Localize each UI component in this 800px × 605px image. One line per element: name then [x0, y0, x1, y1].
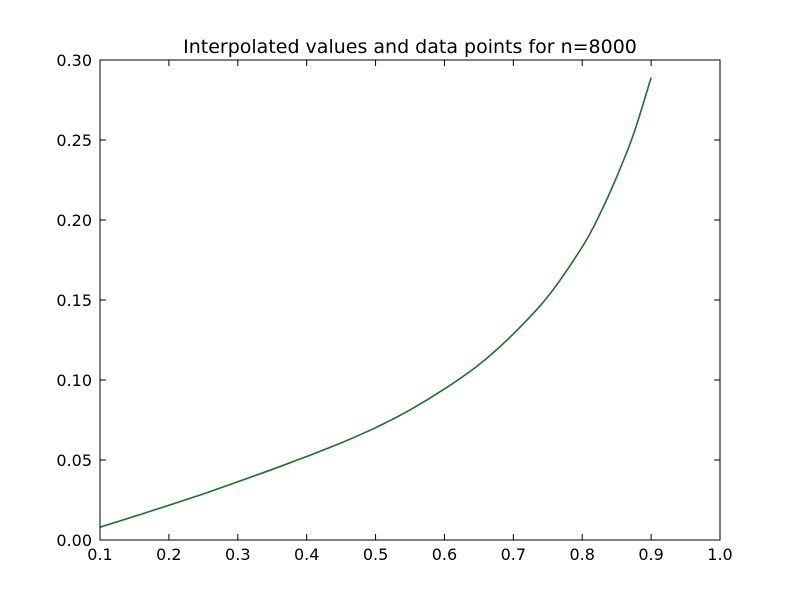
chart-title: Interpolated values and data points for … [183, 36, 637, 58]
ticks-layer: 0.1 0.2 0.3 0.4 0.5 0.6 0.7 0.8 0.9 1.0 0.00 0.05 0.… [56, 51, 732, 564]
x-tick-label: 0.5 [363, 545, 388, 564]
y-tick-label: 0.05 [56, 451, 92, 470]
y-tick-label: 0.15 [56, 291, 92, 310]
x-tick-label: 1.0 [707, 545, 732, 564]
x-tick-label: 0.4 [294, 545, 319, 564]
x-tick-label: 0.8 [569, 545, 594, 564]
x-tick-label: 0.2 [156, 545, 181, 564]
x-tick-label: 0.1 [87, 545, 112, 564]
x-tick-label: 0.3 [225, 545, 250, 564]
y-tick-label: 0.00 [56, 531, 92, 550]
x-tick-label: 0.7 [501, 545, 526, 564]
y-tick-label: 0.30 [56, 51, 92, 70]
y-tick-label: 0.20 [56, 211, 92, 230]
series-layer [99, 77, 652, 528]
y-tick-label: 0.25 [56, 131, 92, 150]
y-tick-label: 0.10 [56, 371, 92, 390]
series-line [99, 77, 652, 528]
x-tick-label: 0.6 [432, 545, 457, 564]
plot-frame [99, 59, 721, 541]
x-tick-label: 0.9 [638, 545, 663, 564]
